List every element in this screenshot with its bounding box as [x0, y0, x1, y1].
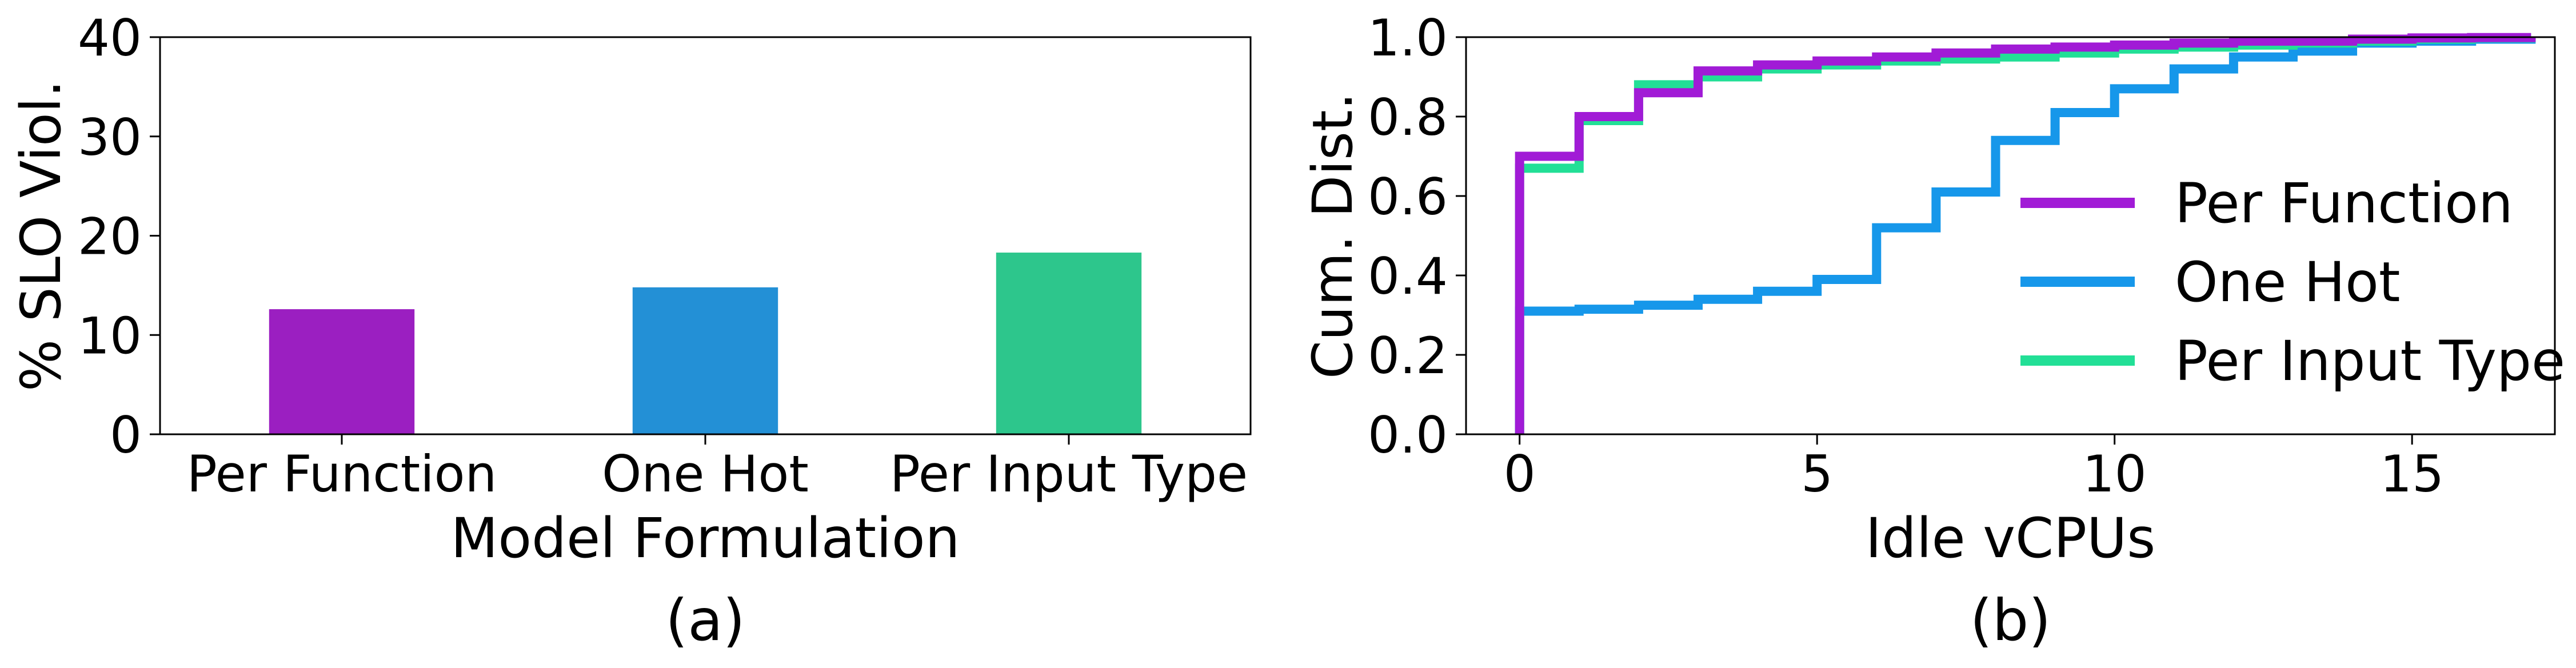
y-axis-title: % SLO Viol.	[9, 80, 73, 391]
x-axis-ticks: Per Function One Hot Per Input Type	[187, 434, 1248, 503]
y-tick-label: 0.4	[1368, 247, 1448, 306]
y-tick-label: 40	[78, 9, 142, 67]
y-tick-label: 10	[78, 306, 142, 365]
y-axis-title: Cum. Dist.	[1301, 93, 1365, 379]
y-tick-label: 20	[78, 207, 142, 266]
series-lines	[1515, 33, 2536, 434]
y-tick-label: 30	[78, 108, 142, 167]
y-tick-label: 1.0	[1368, 9, 1448, 67]
x-tick-label: One Hot	[602, 445, 809, 503]
bar-one-hot	[632, 287, 778, 434]
legend-label: Per Function	[2175, 171, 2513, 235]
x-axis-ticks: 0 5 10 15	[1504, 434, 2444, 503]
cdf-chart-frame	[1465, 36, 2556, 435]
caption-b: (b)	[1970, 587, 2051, 654]
x-tick-label: 15	[2380, 445, 2444, 503]
y-tick-label: 0	[110, 406, 142, 465]
x-tick-label: Per Input Type	[890, 445, 1248, 503]
x-tick-label: 5	[1801, 445, 1833, 503]
y-axis-ticks: 0 10 20 30 40	[78, 9, 160, 465]
bar-per-function	[269, 309, 415, 434]
y-tick-label: 0.8	[1368, 88, 1448, 147]
cdf-chart-panel: 0.0 0.2 0.4 0.6 0.8 1.0 0 5 10 15 Idle vCPUs Cum…	[1301, 9, 2565, 570]
legend: Per Function One Hot Per Input Type	[2020, 171, 2565, 393]
x-axis-title: Model Formulation	[451, 506, 960, 570]
series-line-per-function	[1515, 33, 2536, 434]
y-axis-ticks: 0.0 0.2 0.4 0.6 0.8 1.0	[1368, 9, 1466, 465]
x-tick-label: 10	[2083, 445, 2147, 503]
legend-label: Per Input Type	[2175, 329, 2565, 393]
bar-chart-panel: 0 10 20 30 40 Per Function One Hot Per Input T…	[9, 9, 1252, 570]
legend-label: One Hot	[2175, 250, 2401, 314]
bar-group	[269, 253, 1142, 434]
x-axis-title: Idle vCPUs	[1866, 506, 2156, 570]
y-tick-label: 0.6	[1368, 167, 1448, 226]
x-tick-label: Per Function	[187, 445, 497, 503]
bar-per-input-type	[996, 253, 1142, 434]
x-tick-label: 0	[1504, 445, 1536, 503]
caption-a: (a)	[665, 587, 745, 654]
y-tick-label: 0.0	[1368, 406, 1448, 465]
y-tick-label: 0.2	[1368, 326, 1448, 385]
